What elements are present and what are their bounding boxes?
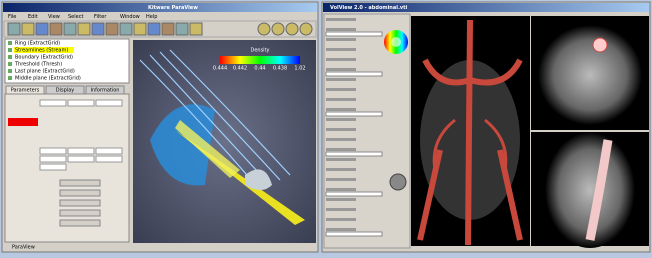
slider[interactable] [326,152,382,156]
dropdown[interactable] [60,200,100,206]
colorbar-label: 0.438 [273,66,287,72]
control-label [326,138,356,141]
control-label [326,28,356,31]
menu-item[interactable]: Filter [94,14,107,20]
colorbar-label: 0.44 [254,66,265,72]
toolbar-button[interactable] [120,23,132,35]
control-label [326,128,356,131]
dropdown[interactable] [60,210,100,216]
visibility-icon [8,41,12,45]
field[interactable] [68,156,94,162]
control-label [326,178,356,181]
toolbar-button[interactable] [50,23,62,35]
pipeline-item[interactable]: Boundary (ExtractGrid) [15,55,73,61]
visibility-icon [8,48,12,52]
toolbar-button[interactable] [22,23,34,35]
control-label [326,158,356,161]
tab-label[interactable]: Parameters [11,88,40,94]
colorbar-label: 1.02 [294,66,305,72]
toolbar-button[interactable] [8,23,20,35]
volview-window: VolView 2.0 - abdominal.vti [322,2,650,252]
control-label [326,108,356,111]
control-label [326,18,356,21]
toolbar-button[interactable] [162,23,174,35]
tab-label[interactable]: Information [91,88,120,94]
field[interactable] [68,100,94,106]
control-label [326,168,356,171]
toolbar-button[interactable] [272,23,284,35]
pipeline-item[interactable]: Threshold (Thresh) [14,62,62,68]
control-label [326,228,356,231]
colorbar-label: 0.442 [233,66,247,72]
color-bar [220,56,300,64]
toolbar-button[interactable] [106,23,118,35]
menu-item[interactable]: Edit [28,14,38,20]
control-label [326,198,356,201]
control-label [326,38,356,41]
window-title: Kitware ParaView [148,5,198,11]
visibility-icon [8,76,12,80]
control-label [326,68,356,71]
toolbar-button[interactable] [134,23,146,35]
menu-item[interactable]: Select [68,14,83,20]
pipeline-item[interactable]: Ring (ExtractGrid) [15,41,60,47]
control-label [326,118,356,121]
visibility-icon [8,55,12,59]
toolbar-button[interactable] [300,23,312,35]
field[interactable] [68,148,94,154]
window-title: VolView 2.0 - abdominal.vti [330,5,407,11]
toolbar-button[interactable] [78,23,90,35]
toolbar-button[interactable] [190,23,202,35]
slider[interactable] [326,192,382,196]
paraview-window: Kitware ParaView File Edit View Select Filte… [2,2,318,252]
control-label [326,208,356,211]
menu-item[interactable]: File [8,14,16,20]
colorbar-title: Density [250,48,269,54]
toolbar-button[interactable] [258,23,270,35]
field[interactable] [96,148,122,154]
toolbar-button[interactable] [36,23,48,35]
dropdown[interactable] [60,190,100,196]
menu-item[interactable]: Help [146,14,157,20]
status-text: ParaView [12,245,35,251]
color-swatch [8,118,38,126]
control-label [326,98,356,101]
toolbar-button[interactable] [64,23,76,35]
colorbar-label: 0.444 [213,66,227,72]
toolbar-button[interactable] [176,23,188,35]
control-label [326,58,356,61]
toolbar-button[interactable] [92,23,104,35]
tab-label[interactable]: Display [56,88,74,94]
page: Kitware ParaView File Edit View Select Filte… [0,0,652,254]
toolbar-button[interactable] [148,23,160,35]
field[interactable] [40,156,66,162]
slider[interactable] [326,32,382,36]
field[interactable] [40,148,66,154]
menu-item[interactable]: Window [120,14,140,20]
control-label [326,188,356,191]
menu-item[interactable]: View [48,14,60,20]
field[interactable] [40,164,66,170]
visibility-icon [8,69,12,73]
pipeline-item[interactable]: Streamlines (Stream) [15,48,68,54]
control-label [326,218,356,221]
slider[interactable] [326,72,382,76]
field[interactable] [96,100,122,106]
slider[interactable] [326,112,382,116]
dropdown[interactable] [60,220,100,226]
control-label [326,78,356,81]
control-label [326,88,356,91]
field[interactable] [40,100,66,106]
visibility-icon [8,62,12,66]
pipeline-item[interactable]: Last plane (ExtractGrid) [15,69,75,75]
dial [390,174,406,190]
screenshot: Kitware ParaView File Edit View Select Filte… [0,0,652,254]
field[interactable] [96,156,122,162]
toolbar-button[interactable] [286,23,298,35]
dropdown[interactable] [60,180,100,186]
slider[interactable] [326,232,382,236]
pipeline-item[interactable]: Middle plane (ExtractGrid) [15,76,81,82]
control-label [326,148,356,151]
control-label [326,48,356,51]
